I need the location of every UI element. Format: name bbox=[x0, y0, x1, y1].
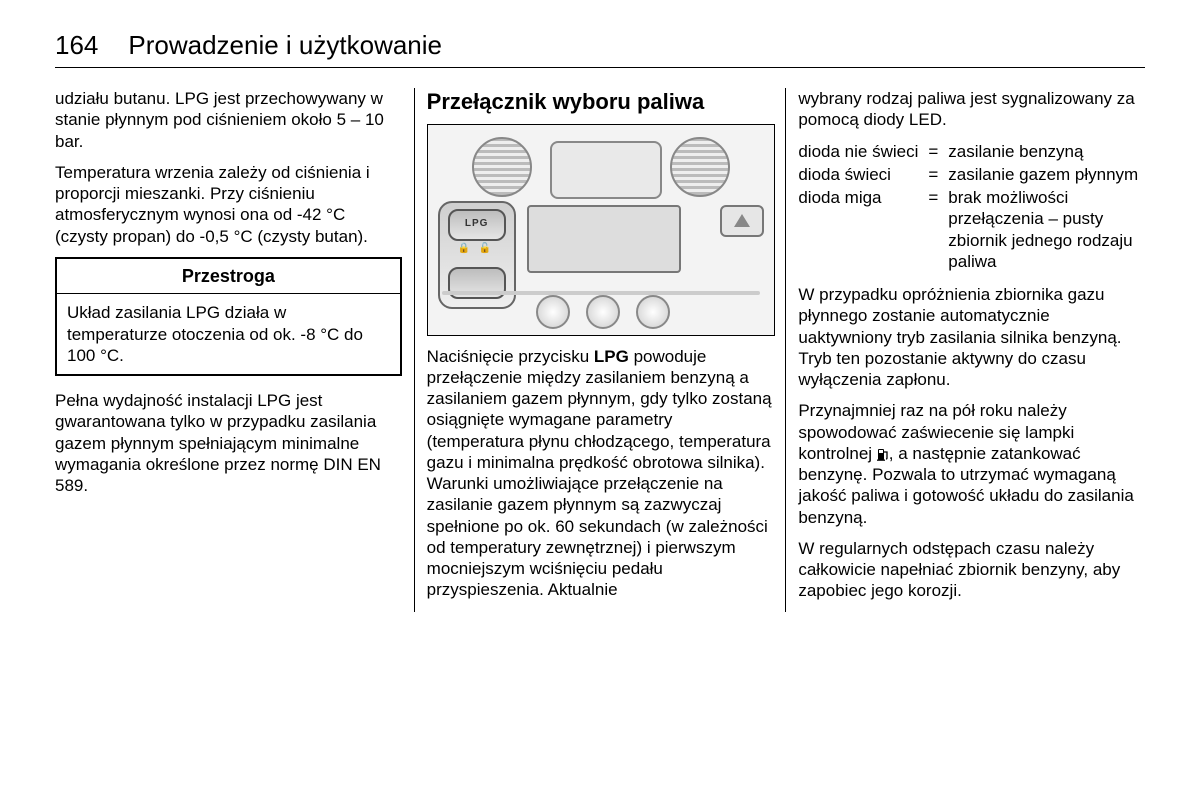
caution-box: Przestroga Układ zasilania LPG działa w … bbox=[55, 257, 402, 376]
col1-para-3: Pełna wydajność instalacji LPG jest gwar… bbox=[55, 390, 402, 496]
def-key-1: dioda świeci bbox=[798, 164, 918, 185]
col3-para-2: W przypadku opróżnienia zbiornika gazu p… bbox=[798, 284, 1145, 390]
def-key-2: dioda miga bbox=[798, 187, 918, 272]
col2-p1-a: Naciśnięcie przycisku bbox=[427, 347, 594, 366]
col1-para-1: udziału butanu. LPG jest przechowywany w… bbox=[55, 88, 402, 152]
page-header: 164 Prowadzenie i użytkowanie bbox=[55, 30, 1145, 68]
triangle-icon bbox=[734, 214, 750, 227]
col2-para-1: Naciśnięcie przycisku LPG powoduje przeł… bbox=[427, 346, 774, 601]
lock-icon-row: 🔒 🔓 bbox=[448, 243, 502, 256]
hazard-button-icon bbox=[720, 205, 764, 237]
lpg-button-label: LPG bbox=[465, 218, 489, 231]
col3-para-1: wybrany rodzaj paliwa jest sygnalizowany… bbox=[798, 88, 1145, 131]
infotainment-screen-icon bbox=[527, 205, 681, 273]
center-display-icon bbox=[550, 141, 662, 199]
fuel-switch-heading: Przełącznik wyboru paliwa bbox=[427, 88, 774, 116]
column-1: udziału butanu. LPG jest przechowywany w… bbox=[55, 88, 415, 612]
manual-page: 164 Prowadzenie i użytkowanie udziału bu… bbox=[0, 0, 1200, 642]
col3-para-4: W regularnych odstępach czasu należy cał… bbox=[798, 538, 1145, 602]
caution-body: Układ zasilania LPG działa w temperaturz… bbox=[57, 294, 400, 374]
section-title: Prowadzenie i użytkowanie bbox=[128, 30, 442, 61]
dash-mid: LPG 🔒 🔓 bbox=[432, 205, 771, 285]
def-eq-2: = bbox=[928, 187, 938, 272]
hvac-knob-2-icon bbox=[586, 295, 620, 329]
def-val-2: brak możliwości przełączenia – pusty zbi… bbox=[948, 187, 1145, 272]
air-vent-left-icon bbox=[472, 137, 532, 197]
def-eq-0: = bbox=[928, 141, 938, 162]
def-val-1: zasilanie gazem płynnym bbox=[948, 164, 1145, 185]
column-2: Przełącznik wyboru paliwa LPG 🔒 🔓 bbox=[415, 88, 787, 612]
air-vent-right-icon bbox=[670, 137, 730, 197]
hvac-knob-1-icon bbox=[536, 295, 570, 329]
def-eq-1: = bbox=[928, 164, 938, 185]
col1-para-2: Temperatura wrzenia zależy od ciśnienia … bbox=[55, 162, 402, 247]
col2-p1-c: powoduje przełączenie między zasilaniem … bbox=[427, 347, 772, 600]
def-val-0: zasilanie benzyną bbox=[948, 141, 1145, 162]
dashboard-figure: LPG 🔒 🔓 bbox=[427, 124, 776, 336]
trim-strip bbox=[442, 291, 761, 295]
content-columns: udziału butanu. LPG jest przechowywany w… bbox=[55, 88, 1145, 612]
dash-top bbox=[432, 131, 771, 201]
led-status-table: dioda nie świeci = zasilanie benzyną dio… bbox=[798, 141, 1145, 273]
dash-low bbox=[432, 291, 771, 331]
fuel-pump-icon bbox=[877, 445, 889, 459]
page-number: 164 bbox=[55, 30, 98, 61]
col3-para-3: Przynajmniej raz na pół roku należy spow… bbox=[798, 400, 1145, 528]
lpg-bold: LPG bbox=[594, 347, 629, 366]
caution-title: Przestroga bbox=[57, 259, 400, 295]
column-3: wybrany rodzaj paliwa jest sygnalizowany… bbox=[786, 88, 1145, 612]
hvac-knob-3-icon bbox=[636, 295, 670, 329]
def-key-0: dioda nie świeci bbox=[798, 141, 918, 162]
lpg-button-top: LPG bbox=[448, 209, 506, 241]
